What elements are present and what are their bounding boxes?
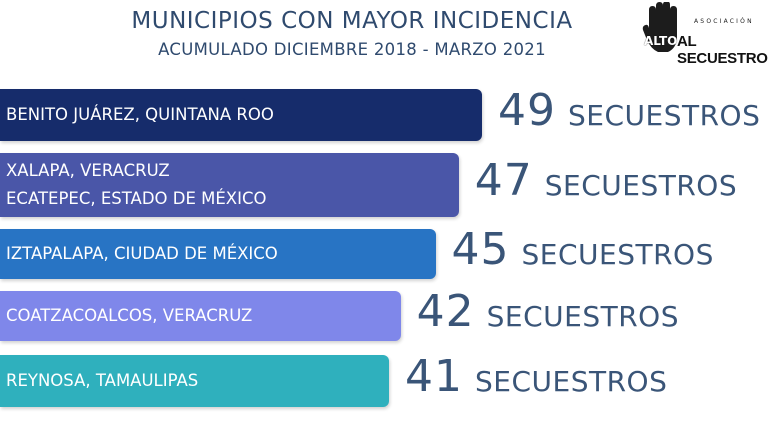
bar-label: XALAPA, VERACRUZ xyxy=(6,161,170,180)
bar xyxy=(0,291,401,341)
bar-value-label: 45 SECUESTROS xyxy=(452,224,714,275)
bar-label: REYNOSA, TAMAULIPAS xyxy=(6,371,199,390)
alto-al-secuestro-logo: ASOCIACIÓN ALTO AL SECUESTRO xyxy=(640,2,768,67)
bar-value-label: 47 SECUESTROS xyxy=(475,155,737,206)
bar xyxy=(0,229,436,279)
bar-value-number: 42 xyxy=(416,286,475,337)
bar-value-number: 47 xyxy=(474,155,533,206)
bar-value-unit: SECUESTROS xyxy=(475,365,668,398)
bar-label: COATZACOALCOS, VERACRUZ xyxy=(6,306,253,325)
bar xyxy=(0,89,482,141)
bar-value-label: 49 SECUESTROS xyxy=(498,85,760,136)
bar-value-unit: SECUESTROS xyxy=(544,169,738,202)
bar-value-number: 41 xyxy=(405,351,463,402)
logo-alto-text: ALTO xyxy=(644,34,678,48)
bar-value-label: 41 SECUESTROS xyxy=(405,351,667,402)
chart-title: MUNICIPIOS CON MAYOR INCIDENCIA xyxy=(131,8,573,34)
bar-value-label: 42 SECUESTROS xyxy=(417,286,679,337)
bar-value-unit: SECUESTROS xyxy=(568,99,761,132)
bar-label: ECATEPEC, ESTADO DE MÉXICO xyxy=(6,189,267,208)
bar-label: BENITO JUÁREZ, QUINTANA ROO xyxy=(6,105,274,124)
logo-association-text: ASOCIACIÓN xyxy=(694,18,754,25)
raised-hand-icon xyxy=(642,2,677,52)
chart-subtitle: ACUMULADO DICIEMBRE 2018 - MARZO 2021 xyxy=(158,40,546,59)
bar-value-unit: SECUESTROS xyxy=(521,238,714,271)
logo-secuestro-text: AL SECUESTRO xyxy=(677,33,768,67)
bar-label: IZTAPALAPA, CIUDAD DE MÉXICO xyxy=(6,244,278,263)
bar-value-unit: SECUESTROS xyxy=(486,300,679,333)
bar xyxy=(0,355,389,407)
bar xyxy=(0,153,459,217)
bar-value-number: 49 xyxy=(498,85,556,136)
bar-value-number: 45 xyxy=(451,224,510,275)
